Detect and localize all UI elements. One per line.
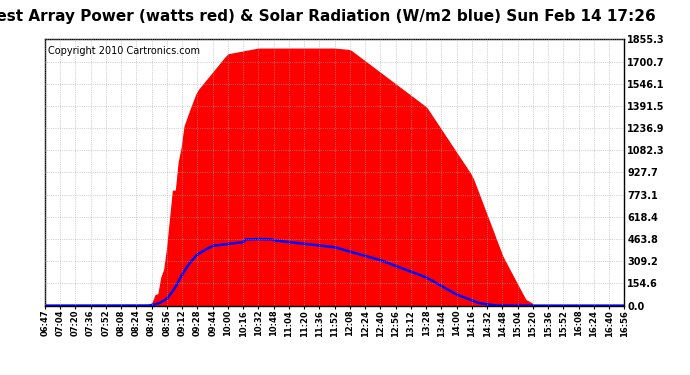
Text: West Array Power (watts red) & Solar Radiation (W/m2 blue) Sun Feb 14 17:26: West Array Power (watts red) & Solar Rad… (0, 9, 656, 24)
Text: Copyright 2010 Cartronics.com: Copyright 2010 Cartronics.com (48, 46, 199, 56)
